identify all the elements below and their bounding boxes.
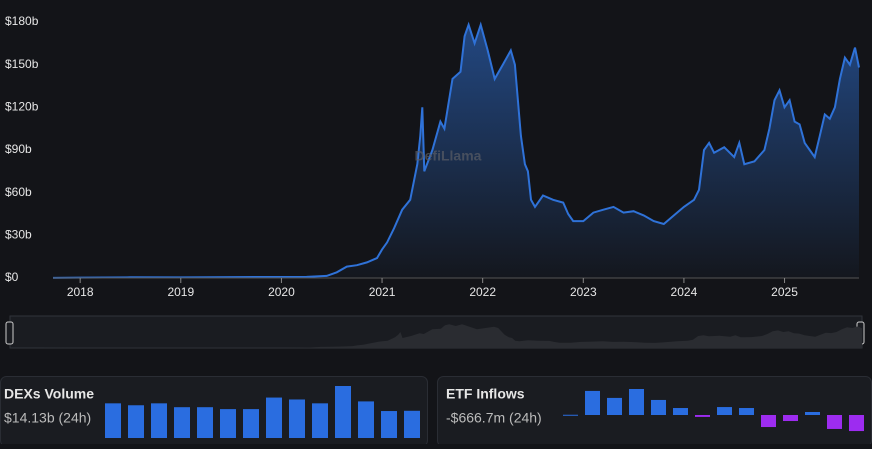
bar [243,409,259,438]
bar [651,399,666,415]
x-tick-label: 2024 [671,285,698,299]
bar [805,411,820,415]
card-value: -$666.7m (24h) [446,410,542,426]
x-tick-label: 2018 [67,285,94,299]
bar [827,415,842,429]
bar [607,397,622,415]
x-tick-label: 2022 [469,285,496,299]
x-tick-label: 2023 [570,285,597,299]
bar [335,386,351,438]
bar [563,414,578,416]
bar [174,407,190,438]
bar [381,411,397,438]
bar [849,415,864,432]
y-tick-label: $60b [5,185,32,199]
y-tick-label: $120b [5,100,39,114]
y-tick-label: $30b [5,228,32,242]
bar [739,408,754,415]
bar [197,407,213,438]
bar [783,415,798,422]
bar [358,401,374,438]
bar [105,403,121,438]
bar [289,399,305,438]
brush-area [10,324,862,348]
bar [266,397,282,438]
card-title: DEXs Volume [4,386,94,402]
x-tick-label: 2021 [369,285,396,299]
bar [585,390,600,415]
y-tick-label: $0 [5,270,19,284]
y-tick-label: $90b [5,142,32,156]
area [53,24,859,278]
bar [629,389,644,415]
watermark: DefiLlama [415,148,482,164]
y-tick-label: $150b [5,57,39,71]
y-tick-label: $180b [5,14,39,28]
card-title: ETF Inflows [446,386,525,402]
x-tick-label: 2020 [268,285,295,299]
bar [128,405,144,438]
bar [312,403,328,438]
line [52,21,860,279]
bar [151,403,167,438]
bar [404,410,420,438]
bar [673,408,688,415]
x-tick-label: 2025 [771,285,798,299]
bar [717,407,732,415]
bar [220,409,236,438]
bar [761,415,776,428]
brush-handle-left[interactable] [5,321,14,345]
card-value: $14.13b (24h) [4,410,91,426]
bar [695,415,710,417]
x-tick-label: 2019 [167,285,194,299]
